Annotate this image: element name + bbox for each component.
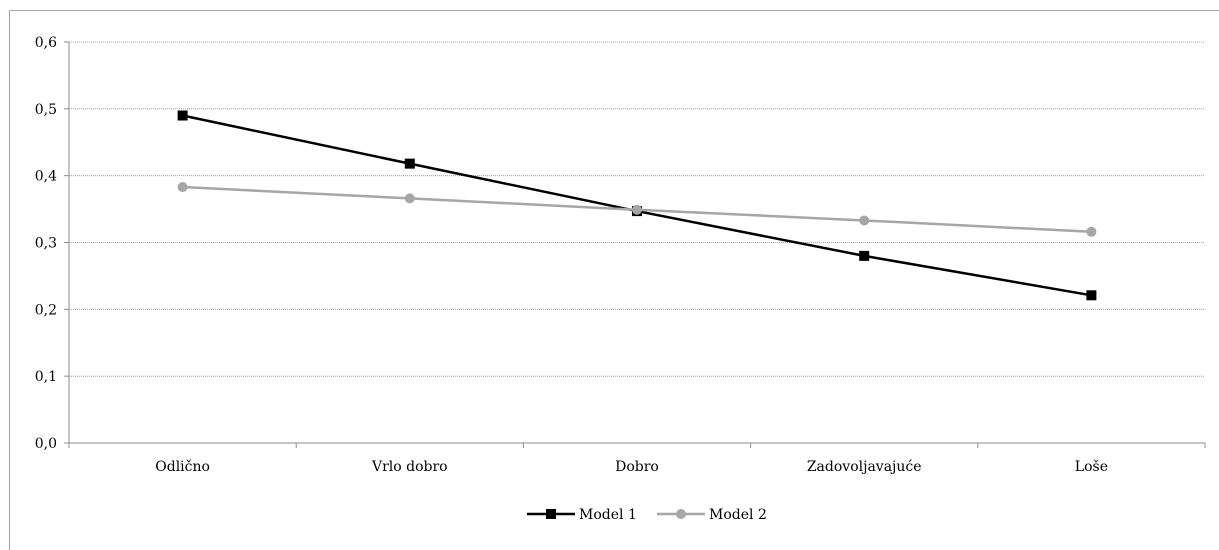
data-point: [404, 193, 415, 204]
y-tick-label: 0,2: [35, 302, 57, 318]
legend-marker: [676, 509, 686, 519]
legend-label: Model 2: [709, 507, 767, 523]
data-point: [859, 215, 870, 226]
x-tick-labels: Odlično Vrlo dobro Dobro Zadovoljavajuće Loš…: [155, 458, 1108, 475]
y-tick-label: 0,5: [35, 102, 57, 118]
data-point: [859, 250, 870, 261]
y-tick-label: 0,1: [35, 369, 57, 385]
chart-frame: [9, 10, 1219, 550]
x-tick-label: Zadovoljavajuće: [807, 459, 922, 475]
data-point: [404, 158, 415, 169]
data-point: [177, 182, 188, 193]
x-tick-label: Dobro: [615, 459, 659, 475]
y-tick-label: 0,0: [35, 436, 57, 452]
data-point: [177, 110, 188, 121]
y-tick-labels: 0,0 0,1 0,2 0,3 0,4 0,5 0,6: [35, 35, 57, 452]
data-point: [1086, 290, 1097, 301]
x-tick-label: Odlično: [155, 459, 210, 475]
x-tick-label: Vrlo dobro: [371, 459, 448, 475]
y-tick-label: 0,3: [35, 236, 57, 252]
x-tick-label: Loše: [1075, 458, 1108, 475]
axes: [64, 41, 1206, 448]
legend: Model 1 Model 2: [527, 507, 767, 523]
gridlines: [69, 41, 1205, 377]
y-tick-label: 0,4: [35, 169, 57, 185]
legend-item: Model 2: [657, 507, 767, 523]
legend-label: Model 1: [579, 507, 637, 523]
legend-item: Model 1: [527, 507, 637, 523]
data-point: [632, 204, 642, 215]
y-tick-label: 0,6: [35, 35, 57, 51]
series-2: [177, 182, 1097, 237]
legend-marker: [546, 509, 556, 519]
data-point: [1086, 226, 1097, 237]
series-group: [177, 110, 1097, 301]
